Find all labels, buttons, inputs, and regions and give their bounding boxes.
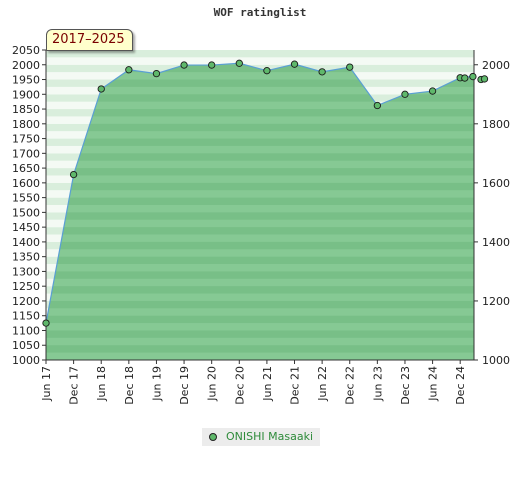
x-tick-label: Dec 22 bbox=[344, 366, 357, 405]
x-tick-label: Jun 19 bbox=[150, 366, 163, 402]
x-tick-label: Dec 19 bbox=[178, 366, 191, 405]
y-left-tick-label: 1750 bbox=[12, 133, 40, 146]
data-point bbox=[428, 87, 437, 95]
x-tick-label: Jun 21 bbox=[261, 366, 274, 402]
data-point bbox=[69, 170, 78, 179]
y-left-tick-label: 1150 bbox=[12, 310, 40, 323]
data-point bbox=[346, 63, 354, 71]
data-point bbox=[373, 101, 382, 110]
data-point bbox=[480, 75, 489, 83]
legend: ONISHI Masaaki bbox=[202, 428, 320, 446]
x-tick-label: Dec 17 bbox=[68, 366, 81, 405]
x-tick-label: Jun 23 bbox=[371, 366, 384, 402]
data-point bbox=[263, 67, 271, 75]
y-left-tick-label: 1200 bbox=[12, 295, 40, 308]
y-left-tick-label: 1400 bbox=[12, 236, 40, 249]
legend-marker-icon bbox=[209, 433, 217, 441]
period-badge: 2017–2025 bbox=[46, 29, 133, 51]
x-tick-label: Dec 20 bbox=[233, 366, 246, 405]
data-point bbox=[180, 61, 188, 69]
data-point bbox=[461, 74, 469, 82]
axes bbox=[45, 50, 475, 361]
x-tick-label: Dec 24 bbox=[454, 366, 467, 405]
y-left-tick-label: 1800 bbox=[12, 118, 40, 131]
y-left-tick-label: 1350 bbox=[12, 251, 40, 264]
y-right-tick-label: 1600 bbox=[482, 177, 510, 190]
series-area-fill bbox=[46, 63, 474, 361]
background-band bbox=[46, 57, 474, 65]
x-tick-label: Jun 18 bbox=[95, 366, 108, 402]
y-right-tick-label: 1200 bbox=[482, 295, 510, 308]
y-left-tick-label: 1450 bbox=[12, 221, 40, 234]
y-left-tick-label: 2050 bbox=[12, 44, 40, 57]
y-left-tick-label: 1550 bbox=[12, 192, 40, 205]
y-left-tick-label: 1600 bbox=[12, 177, 40, 190]
y-left-tick-label: 1100 bbox=[12, 324, 40, 337]
x-tick-label: Jun 20 bbox=[206, 366, 219, 402]
data-point bbox=[97, 85, 105, 93]
y-left-tick-label: 1500 bbox=[12, 206, 40, 219]
y-left-tick-label: 1300 bbox=[12, 265, 40, 278]
y-axis-left-ticks: 1000105011001150120012501300135014001450… bbox=[12, 44, 46, 367]
x-axis-ticks: Jun 17 Dec 17 Jun 18 Dec 18 Jun 19 Dec 19 Jun … bbox=[40, 360, 467, 405]
x-tick-label: Jun 24 bbox=[427, 366, 440, 402]
x-tick-label: Jun 17 bbox=[40, 366, 53, 402]
chart-title: WOF ratinglist bbox=[213, 6, 307, 19]
data-point bbox=[235, 59, 243, 67]
y-right-tick-label: 2000 bbox=[482, 59, 510, 72]
data-point bbox=[42, 319, 50, 327]
y-left-tick-label: 1850 bbox=[12, 103, 40, 116]
y-right-tick-label: 1800 bbox=[482, 118, 510, 131]
data-point bbox=[152, 69, 161, 78]
y-left-tick-label: 1900 bbox=[12, 88, 40, 101]
series-area bbox=[45, 62, 475, 361]
y-left-tick-label: 1700 bbox=[12, 147, 40, 160]
y-left-tick-label: 1650 bbox=[12, 162, 40, 175]
x-tick-label: Dec 18 bbox=[123, 366, 136, 405]
y-left-tick-label: 2000 bbox=[12, 59, 40, 72]
data-point bbox=[401, 90, 409, 98]
legend-label: ONISHI Masaaki bbox=[226, 430, 313, 443]
y-axis-right-ticks: 1000 1200 1400 1600 1800 2000 bbox=[474, 59, 510, 367]
x-tick-label: Dec 23 bbox=[399, 366, 412, 405]
y-left-tick-label: 1000 bbox=[12, 354, 40, 367]
background-band bbox=[46, 50, 474, 58]
x-tick-label: Dec 21 bbox=[289, 366, 302, 405]
data-point bbox=[469, 72, 477, 81]
y-left-tick-label: 1050 bbox=[12, 339, 40, 352]
data-point bbox=[318, 68, 326, 76]
data-point bbox=[290, 60, 299, 68]
data-point bbox=[125, 66, 133, 74]
x-tick-label: Jun 22 bbox=[316, 366, 329, 402]
series-markers bbox=[42, 59, 489, 327]
y-right-tick-label: 1400 bbox=[482, 236, 510, 249]
y-right-tick-label: 1000 bbox=[482, 354, 510, 367]
data-point bbox=[208, 61, 216, 69]
y-left-tick-label: 1250 bbox=[12, 280, 40, 293]
y-left-tick-label: 1950 bbox=[12, 74, 40, 87]
